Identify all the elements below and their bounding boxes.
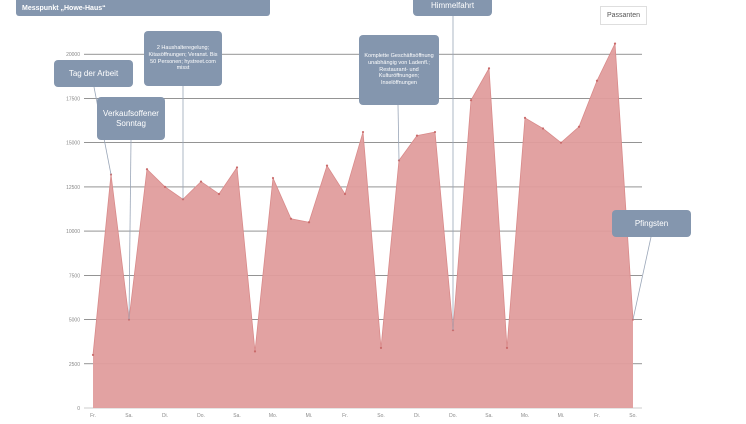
data-point-19 bbox=[433, 130, 437, 134]
data-point-26 bbox=[559, 141, 563, 144]
x-tick-label-13: Mi. bbox=[558, 413, 565, 419]
x-tick-label-8: So. bbox=[377, 413, 385, 419]
y-tick-label-5: 12500 bbox=[66, 185, 80, 191]
data-point-7 bbox=[217, 192, 221, 196]
data-point-3 bbox=[145, 168, 149, 171]
x-tick-label-10: Do. bbox=[449, 413, 457, 419]
data-point-24 bbox=[523, 116, 527, 120]
annotation-tag-der-arbeit: Tag der Arbeit bbox=[54, 60, 133, 87]
x-tick-label-3: Do. bbox=[197, 413, 205, 419]
annotation-pfingsten-text: Pfingsten bbox=[634, 218, 669, 228]
y-tick-label-6: 15000 bbox=[66, 141, 80, 147]
x-tick-label-7: Fr. bbox=[342, 413, 348, 419]
y-tick-label-7: 17500 bbox=[66, 96, 80, 102]
x-tick-label-9: Di. bbox=[414, 413, 420, 419]
x-tick-label-14: Fr. bbox=[594, 413, 600, 419]
y-tick-label-4: 10000 bbox=[66, 229, 80, 235]
data-point-28 bbox=[595, 79, 599, 82]
annotation-himmelfahrt-text: Himmelfahrt bbox=[430, 1, 475, 10]
data-point-15 bbox=[361, 130, 365, 134]
y-tick-label-8: 20000 bbox=[66, 52, 80, 58]
data-point-9 bbox=[253, 350, 257, 353]
data-point-13 bbox=[325, 164, 329, 167]
annotation-haushalteregelung-text: 2 Haushalteregelung; Kitasöffnungen; Ver… bbox=[148, 44, 218, 72]
x-tick-label-6: Mi. bbox=[306, 413, 313, 419]
data-point-14 bbox=[343, 192, 347, 196]
data-point-10 bbox=[271, 176, 275, 180]
chart-title-box: Messpunkt „Howe-Haus“ bbox=[16, 0, 270, 16]
x-tick-label-11: Sa. bbox=[485, 413, 493, 419]
data-point-21 bbox=[469, 99, 473, 102]
data-point-23 bbox=[505, 346, 509, 349]
data-point-4 bbox=[163, 185, 167, 188]
y-tick-label-3: 7500 bbox=[69, 273, 80, 279]
annotation-connector-1 bbox=[128, 139, 132, 320]
annotation-tag-der-arbeit-text: Tag der Arbeit bbox=[68, 68, 119, 78]
annotation-komplette-geschaeftsoeffnung-text: Komplette Geschäftsöffnung unabhängig vo… bbox=[364, 52, 434, 87]
annotation-connector-5 bbox=[632, 236, 652, 320]
data-point-25 bbox=[541, 127, 545, 130]
annotation-connector-3 bbox=[397, 104, 400, 161]
x-tick-label-1: Sa. bbox=[125, 413, 133, 419]
x-tick-label-2: Di. bbox=[162, 413, 168, 419]
data-point-11 bbox=[289, 217, 293, 220]
annotation-haushalteregelung: 2 Haushalteregelung; Kitasöffnungen; Ver… bbox=[144, 31, 222, 86]
chart-title: Messpunkt „Howe-Haus“ bbox=[22, 5, 106, 12]
data-point-18 bbox=[415, 134, 419, 137]
data-point-12 bbox=[307, 221, 311, 224]
x-tick-label-12: Mo. bbox=[521, 413, 529, 419]
y-tick-label-2: 5000 bbox=[69, 318, 80, 324]
data-point-0 bbox=[91, 353, 95, 357]
data-point-6 bbox=[199, 180, 203, 183]
annotation-verkaufsoffener-sonntag-text: Verkaufsoffener Sonntag bbox=[103, 108, 159, 128]
data-point-29 bbox=[613, 42, 617, 45]
annotation-pfingsten: Pfingsten bbox=[612, 210, 691, 237]
annotation-komplette-geschaeftsoeffnung: Komplette Geschäftsöffnung unabhängig vo… bbox=[359, 35, 439, 105]
annotation-verkaufsoffener-sonntag: Verkaufsoffener Sonntag bbox=[97, 97, 165, 140]
x-tick-label-4: Sa. bbox=[233, 413, 241, 419]
x-tick-label-5: Mo. bbox=[269, 413, 277, 419]
annotation-himmelfahrt: Himmelfahrt bbox=[413, 0, 492, 16]
x-tick-label-0: Fr. bbox=[90, 413, 96, 419]
data-point-8 bbox=[235, 166, 239, 169]
passanten-area bbox=[93, 43, 633, 409]
data-point-27 bbox=[577, 125, 581, 128]
y-tick-label-1: 2500 bbox=[69, 362, 80, 368]
x-tick-label-15: So. bbox=[629, 413, 637, 419]
data-point-22 bbox=[487, 67, 491, 70]
legend-passanten[interactable]: Passanten bbox=[600, 6, 647, 25]
data-point-16 bbox=[379, 346, 383, 349]
y-tick-label-0: 0 bbox=[77, 406, 80, 412]
